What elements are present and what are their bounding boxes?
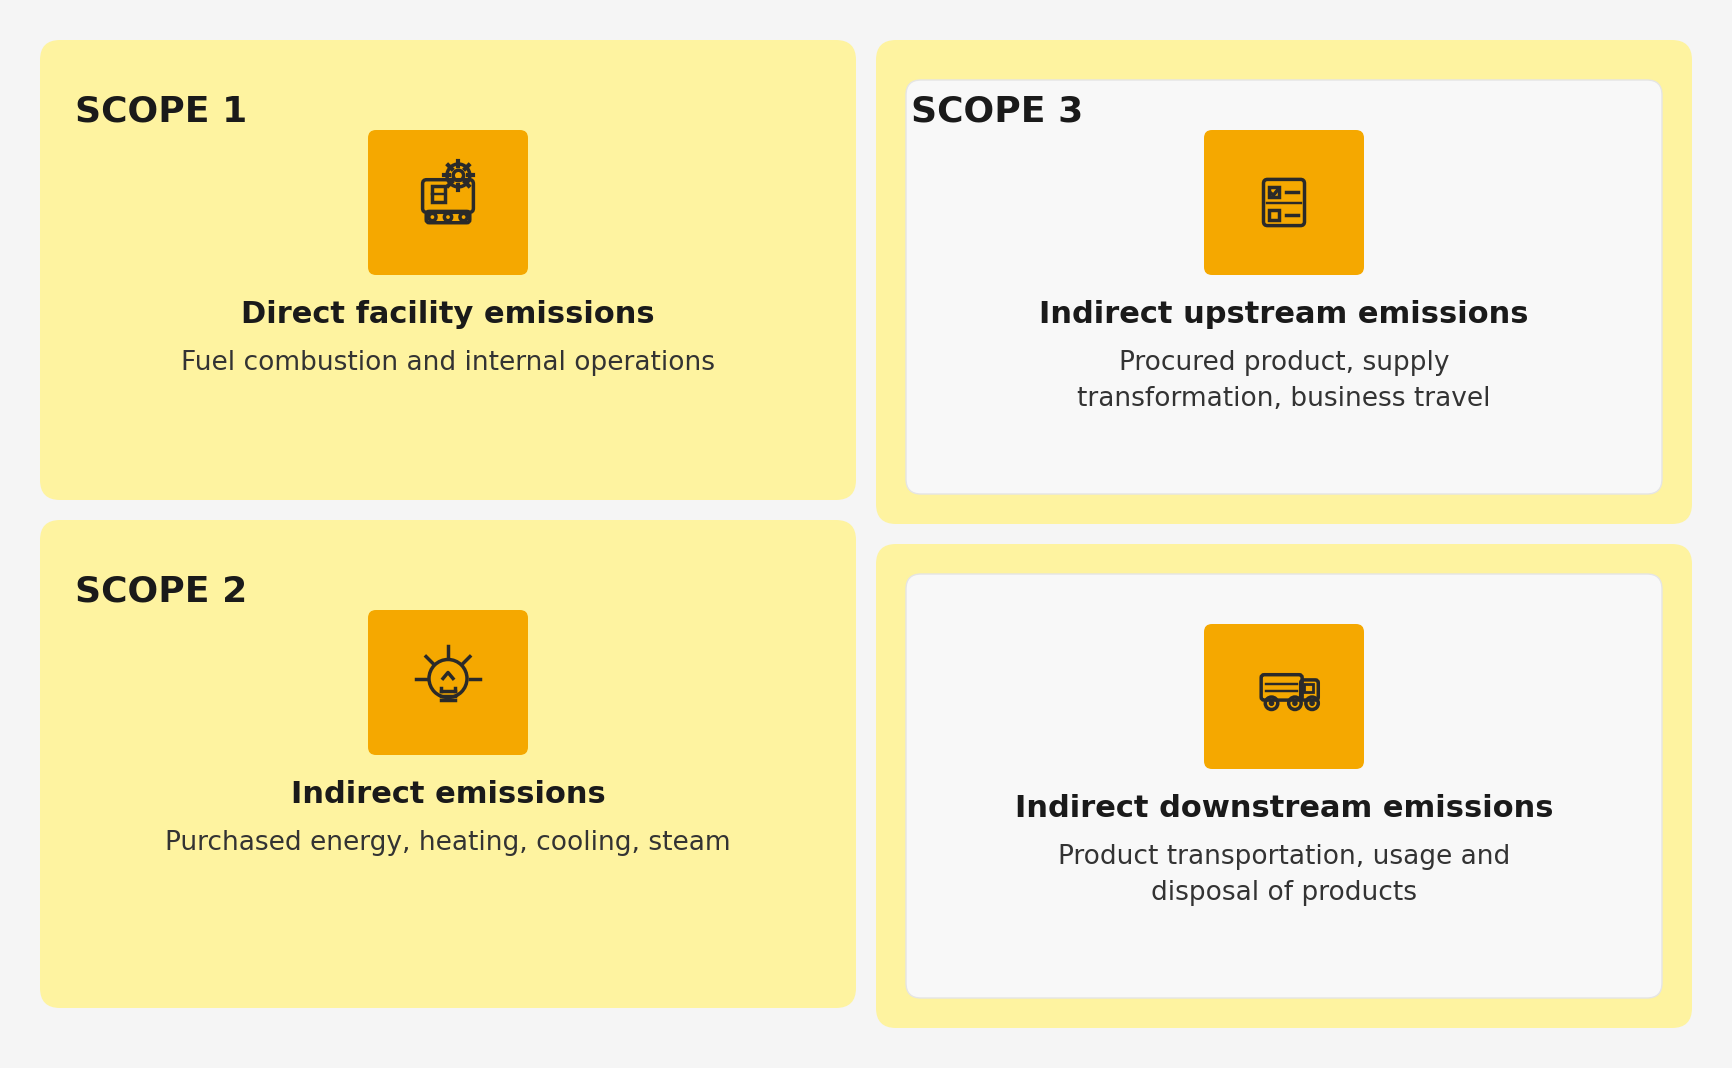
FancyBboxPatch shape [40, 520, 856, 1008]
Circle shape [1292, 702, 1297, 705]
FancyBboxPatch shape [367, 610, 528, 755]
Text: Indirect emissions: Indirect emissions [291, 780, 606, 808]
Text: Procured product, supply
transformation, business travel: Procured product, supply transformation,… [1077, 350, 1491, 412]
FancyBboxPatch shape [906, 80, 1663, 494]
Circle shape [1309, 702, 1315, 705]
Text: SCOPE 3: SCOPE 3 [911, 95, 1082, 129]
Bar [1268, 210, 1278, 220]
FancyBboxPatch shape [40, 40, 856, 500]
Circle shape [1270, 702, 1273, 705]
FancyBboxPatch shape [1204, 130, 1365, 274]
Text: Product transportation, usage and
disposal of products: Product transportation, usage and dispos… [1058, 844, 1510, 906]
Bar [1268, 187, 1278, 198]
Text: Indirect upstream emissions: Indirect upstream emissions [1039, 300, 1529, 329]
Text: Fuel combustion and internal operations: Fuel combustion and internal operations [182, 350, 715, 376]
Text: SCOPE 1: SCOPE 1 [74, 95, 248, 129]
Text: SCOPE 2: SCOPE 2 [74, 575, 248, 609]
Text: Direct facility emissions: Direct facility emissions [241, 300, 655, 329]
Bar [1304, 684, 1313, 692]
FancyBboxPatch shape [367, 130, 528, 274]
FancyBboxPatch shape [906, 574, 1663, 998]
Bar [433, 186, 445, 202]
Text: Indirect downstream emissions: Indirect downstream emissions [1015, 794, 1554, 823]
FancyBboxPatch shape [876, 40, 1692, 524]
Text: Purchased energy, heating, cooling, steam: Purchased energy, heating, cooling, stea… [165, 830, 731, 855]
FancyBboxPatch shape [1204, 624, 1365, 769]
FancyBboxPatch shape [876, 544, 1692, 1028]
